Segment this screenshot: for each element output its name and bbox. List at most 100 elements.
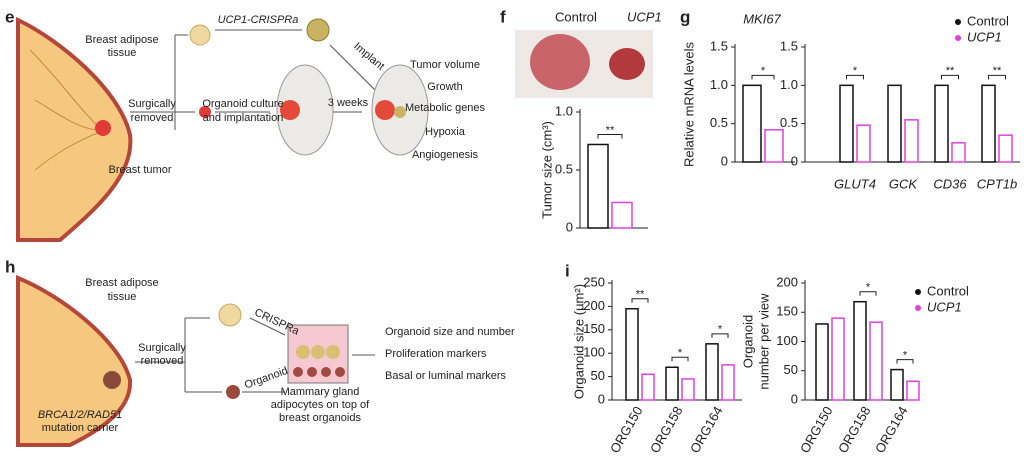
x-tick-label: ORG158 [647,404,686,456]
significance-bracket [597,133,623,139]
y-tick-label: 200 [776,274,798,289]
well-organoid [293,367,303,377]
x-tick-label: CPT1b [977,176,1017,191]
panel-label: f [500,7,506,26]
y-tick-label: 100 [583,345,605,360]
annotation: ** [993,65,1002,77]
bar [815,323,829,401]
x-tick-label: ORG164 [687,404,726,456]
label: BRCA1/2/RAD51 [38,409,122,421]
y-tick-label: 0 [791,153,798,168]
y-tick-label: 50 [784,362,798,377]
label: mutation carrier [42,422,119,434]
label: UCP1-CRISPRa [218,14,299,26]
photo-tumor [530,34,590,90]
outcome: Tumor volume [410,59,480,71]
significance-bracket [941,74,959,80]
legend-label: Control [927,283,969,298]
bar [721,364,735,401]
legend-label: UCP1 [967,29,1002,44]
label: 3 weeks [328,97,369,109]
adipocytes-crispra [306,18,330,42]
arrows [130,29,391,130]
annotation: * [903,349,908,361]
series-label: Control [555,9,597,24]
outcome: Growth [427,81,462,93]
bar [887,84,902,163]
bar [981,84,996,163]
organoid-site [103,371,121,389]
bar [856,124,871,163]
label: Mammary gland [281,386,360,398]
bar [951,142,966,163]
chart-title: MKI67 [743,11,781,26]
organoid [199,106,211,118]
label: Implant [351,40,386,72]
label: tissue [108,47,137,59]
well-adipocyte [311,345,325,359]
y-tick-label: 1.0 [555,103,573,118]
annotation: ** [946,65,955,77]
annotation: * [866,282,871,294]
x-tick-label: ORG150 [797,404,836,456]
bar [853,300,867,401]
label: Breast adipose [85,277,158,289]
label: Breast adipose [85,34,158,46]
label: tissue [108,291,137,303]
ducts [29,49,101,171]
well-organoid [321,367,331,377]
mouse-tumor [280,100,300,120]
tumor [95,120,111,136]
well-organoid [307,367,317,377]
outcome: Metabolic genes [405,102,486,114]
bar [904,119,919,163]
well-organoid [335,367,345,377]
annotation: * [853,65,858,77]
y-tick-label: 0 [566,219,573,234]
legend-marker [955,19,961,25]
bar [869,321,883,401]
label: Breast tumor [109,164,172,176]
significance-bracket [631,298,649,303]
significance-bracket [988,74,1006,80]
y-axis-label: Organoid [740,315,755,368]
y-tick-label: 0.5 [555,161,573,176]
mouse-implant [394,106,406,118]
breast [16,275,133,447]
legend-marker [915,289,921,295]
adipocytes [189,24,211,46]
bar [742,84,762,163]
photo-tumor [609,48,645,80]
outcome: Hypoxia [425,126,466,138]
significance-bracket [896,359,914,364]
bar [906,380,920,401]
label: breast organoids [279,412,361,424]
y-axis-label: Relative mRNA levels [681,42,696,167]
label: removed [141,355,184,367]
y-tick-label: 250 [583,274,605,289]
legend-marker [915,305,921,311]
y-tick-label: 0 [721,153,728,168]
panel-label: i [565,261,570,280]
outcome: Proliferation markers [385,348,487,360]
bar [764,129,784,163]
adipocytes [218,303,242,327]
panel-label: e [5,7,14,26]
y-tick-label: 50 [591,368,605,383]
bar [665,366,679,401]
significance-bracket [671,356,689,362]
outcome: Angiogenesis [412,149,479,161]
bar [587,143,609,229]
mouse [276,64,334,156]
x-tick-label: CD36 [933,176,967,191]
y-tick-label: 1.5 [710,38,728,53]
annotation: * [718,324,723,336]
bar [641,373,655,401]
label: Organoid culture [202,98,283,110]
bar [998,134,1013,163]
legend-marker [955,35,961,41]
bar [839,84,854,163]
label: removed [131,112,174,124]
annotation: ** [606,124,615,136]
x-tick-label: GCK [889,176,919,191]
